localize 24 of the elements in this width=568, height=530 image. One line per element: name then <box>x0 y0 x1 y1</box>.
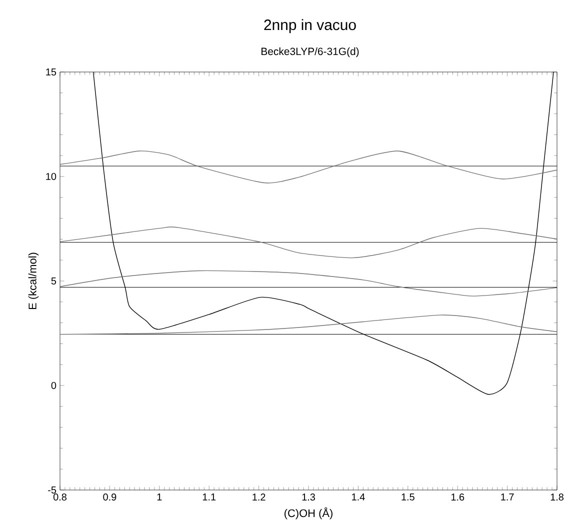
x-tick-label: 1.4 <box>352 494 365 500</box>
y-axis-title: E (kcal/mol) <box>28 252 39 310</box>
x-tick-label: 1.1 <box>202 494 216 500</box>
x-tick-label: 1.2 <box>252 494 266 500</box>
x-tick-label: 1.8 <box>550 494 564 501</box>
line-series <box>60 314 558 335</box>
x-tick-label: 0.9 <box>103 494 116 501</box>
x-tick-label: 1.5 <box>402 494 414 500</box>
y-tick-label: 15 <box>46 68 56 76</box>
y-tick-label: 5 <box>51 278 56 284</box>
y-tick-label: 10 <box>46 172 56 180</box>
x-tick-label: 1 <box>157 494 162 500</box>
chart-subtitle: Becke3LYP/6-31G(d) <box>262 47 359 58</box>
x-tick-label: 0.8 <box>53 494 66 501</box>
line-series <box>60 150 558 184</box>
x-tick-label: 1.6 <box>451 494 464 501</box>
line-series <box>60 270 558 296</box>
y-tick-label: -5 <box>48 486 56 494</box>
x-axis-title: (C)OH (Å) <box>284 507 332 520</box>
x-tick-label: 1.7 <box>501 494 514 500</box>
x-tick-label: 1.3 <box>302 494 315 501</box>
line-series <box>60 226 558 258</box>
chart-title: 2nnp in vacuo <box>264 19 356 34</box>
y-tick-label: 0 <box>51 382 56 390</box>
